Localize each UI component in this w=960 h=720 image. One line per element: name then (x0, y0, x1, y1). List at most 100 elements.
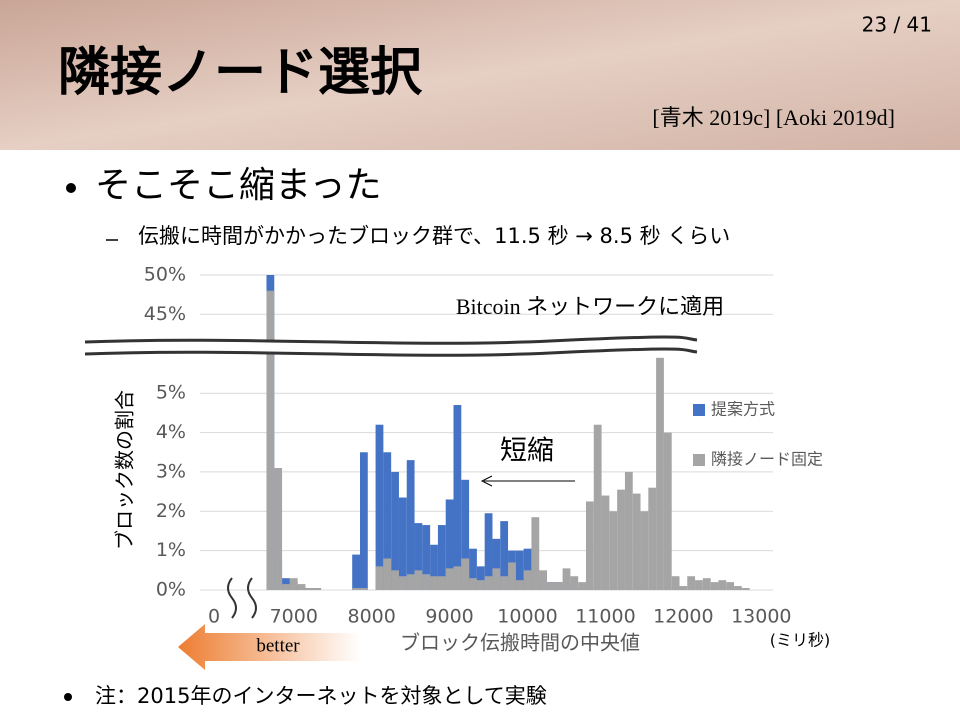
bar (648, 487, 657, 590)
bar (266, 290, 275, 590)
bar (282, 584, 290, 590)
bar (632, 493, 641, 590)
y-tick-label: 2% (156, 500, 186, 522)
bar (469, 578, 477, 590)
bar (702, 578, 711, 590)
bar (375, 566, 384, 590)
bar (663, 432, 672, 590)
bar (437, 576, 446, 590)
bullet-dot (66, 183, 76, 193)
bar (461, 479, 470, 590)
break-line (84, 335, 698, 345)
bar (289, 578, 298, 590)
legend-swatch (693, 404, 705, 416)
x-tick-label: 12000 (653, 606, 713, 628)
bar (422, 574, 431, 590)
sub-bullet: 伝搬に時間がかかったブロック群で、11.5 秒 → 8.5 秒 くらい (138, 224, 730, 248)
bar (383, 558, 392, 590)
header-background (0, 0, 960, 150)
legend-label: 提案方式 (711, 400, 775, 419)
x-tick-label: 0 (208, 606, 220, 628)
better-label: better (256, 635, 300, 656)
bar (624, 471, 633, 590)
y-tick-label: 1% (156, 539, 186, 561)
bar (352, 554, 360, 590)
bar (484, 576, 493, 590)
citation: [青木 2019c] [Aoki 2019d] (652, 105, 895, 130)
bar (430, 576, 438, 590)
bar (305, 588, 314, 590)
bar (539, 570, 548, 590)
bar (406, 460, 415, 590)
bar (492, 538, 501, 590)
bar (492, 568, 501, 590)
chart: 0% 1% 2% 3% 4% 5% 45% 50% 0 7000 8000 9000 10000 1100… (144, 264, 823, 628)
annotation: Bitcoin ネットワークに適用 (456, 294, 724, 319)
bar (398, 497, 407, 590)
bar (430, 544, 438, 590)
x-axis-break (227, 577, 257, 619)
bar (508, 562, 516, 590)
annotation: 短縮 (500, 436, 554, 467)
bar (352, 588, 360, 590)
bar (414, 523, 423, 590)
bar (741, 588, 750, 590)
bar (554, 582, 563, 590)
y-tick-label: 4% (156, 421, 186, 443)
bar (734, 586, 742, 590)
bar (274, 468, 283, 590)
bar (578, 582, 586, 590)
bullet: そこそこ縮まった (95, 165, 382, 206)
legend-label: 隣接ノード固定 (711, 450, 823, 469)
note: 注：2015年のインターネットを対象として実験 (95, 684, 547, 708)
bar (515, 550, 524, 590)
bar (445, 499, 454, 590)
y-tick-label: 5% (156, 382, 186, 404)
bar (687, 576, 696, 590)
bar (406, 574, 415, 590)
y-tick-label: 45% (144, 303, 186, 325)
bar (500, 521, 509, 590)
y-axis-label: ブロック数の割合 (113, 390, 137, 550)
bar (398, 576, 407, 590)
bar (359, 452, 368, 590)
bar (453, 405, 462, 590)
bar (593, 424, 602, 590)
bar (671, 576, 680, 590)
bar (391, 570, 399, 590)
bar (469, 548, 477, 590)
bar (531, 517, 540, 590)
bar (585, 501, 594, 590)
x-tick-label: 8000 (348, 606, 396, 628)
arrow-head (480, 475, 493, 487)
bar (547, 582, 555, 590)
bar (484, 513, 493, 590)
bar (476, 566, 485, 590)
bar (375, 424, 384, 590)
bar (453, 566, 462, 590)
y-tick-label: 0% (156, 579, 186, 601)
x-tick-label: 13000 (731, 606, 791, 628)
page-number: 23 / 41 (862, 13, 932, 37)
x-tick-label: 10000 (497, 606, 557, 628)
bar (617, 489, 625, 590)
bar (570, 576, 579, 590)
bar (601, 495, 610, 590)
bar (383, 452, 392, 590)
bar (476, 580, 485, 590)
legend-swatch (693, 454, 705, 466)
bar (437, 525, 446, 590)
bar (313, 588, 322, 590)
bar (391, 471, 399, 590)
x-tick-label: 9000 (425, 606, 473, 628)
x-axis-label: ブロック伝搬時間の中央値 (400, 631, 640, 655)
bar (523, 548, 532, 590)
bar (640, 511, 649, 590)
bar (359, 588, 368, 590)
axis-break-wave (84, 335, 698, 357)
bar (656, 357, 664, 590)
bullet-dot (64, 693, 72, 701)
bar (414, 570, 423, 590)
x-tick-label: 7000 (270, 606, 318, 628)
bar (562, 568, 571, 590)
